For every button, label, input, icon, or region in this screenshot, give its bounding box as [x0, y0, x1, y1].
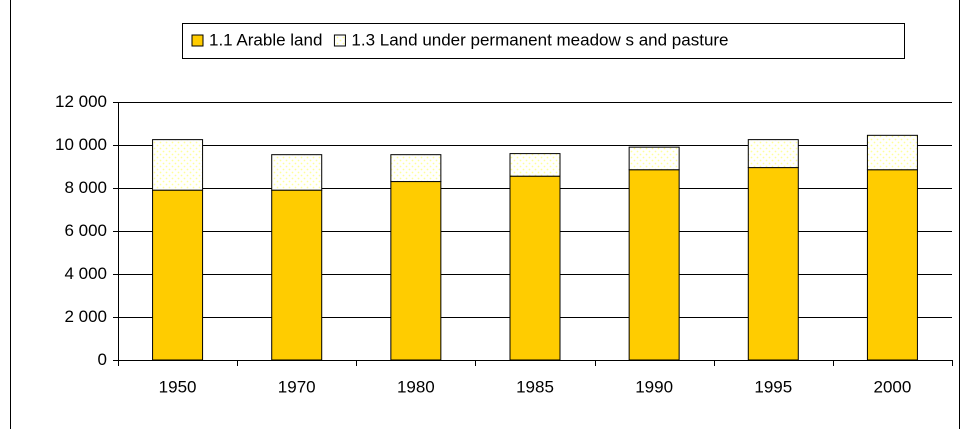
- y-tick-label: 10 000: [55, 135, 107, 154]
- bar-segment: [390, 154, 442, 183]
- y-tick-label: 4 000: [64, 264, 107, 283]
- legend-box: [182, 23, 905, 59]
- bar-segment: [390, 181, 442, 361]
- legend-swatch: [191, 34, 204, 47]
- bar-segment: [747, 167, 799, 361]
- x-tick-label: 1990: [635, 377, 673, 396]
- legend-swatch: [333, 34, 346, 47]
- bar-segment: [866, 169, 918, 361]
- x-tick-label: 2000: [874, 377, 912, 396]
- bar-segment: [509, 175, 561, 361]
- y-tick-label: 6 000: [64, 221, 107, 240]
- bar-segment: [152, 189, 204, 361]
- x-tick-label: 1985: [516, 377, 554, 396]
- legend-label: 1.1 Arable land: [209, 30, 322, 49]
- bar-segment: [152, 139, 204, 191]
- x-tick-label: 1970: [278, 377, 316, 396]
- y-tick-label: 0: [98, 350, 107, 369]
- x-tick-label: 1950: [159, 377, 197, 396]
- bar-segment: [271, 189, 323, 361]
- bar-segment: [747, 139, 799, 169]
- x-tick-label: 1995: [754, 377, 792, 396]
- bar-segment: [271, 154, 323, 191]
- bar-segment: [509, 153, 561, 177]
- legend-label: 1.3 Land under permanent meadow s and pa…: [351, 30, 728, 49]
- bar-segment: [628, 146, 680, 171]
- bar-segment: [628, 169, 680, 361]
- y-tick-label: 2 000: [64, 307, 107, 326]
- bar-segment: [866, 134, 918, 171]
- x-tick-label: 1980: [397, 377, 435, 396]
- y-tick-label: 12 000: [55, 92, 107, 111]
- y-tick-label: 8 000: [64, 178, 107, 197]
